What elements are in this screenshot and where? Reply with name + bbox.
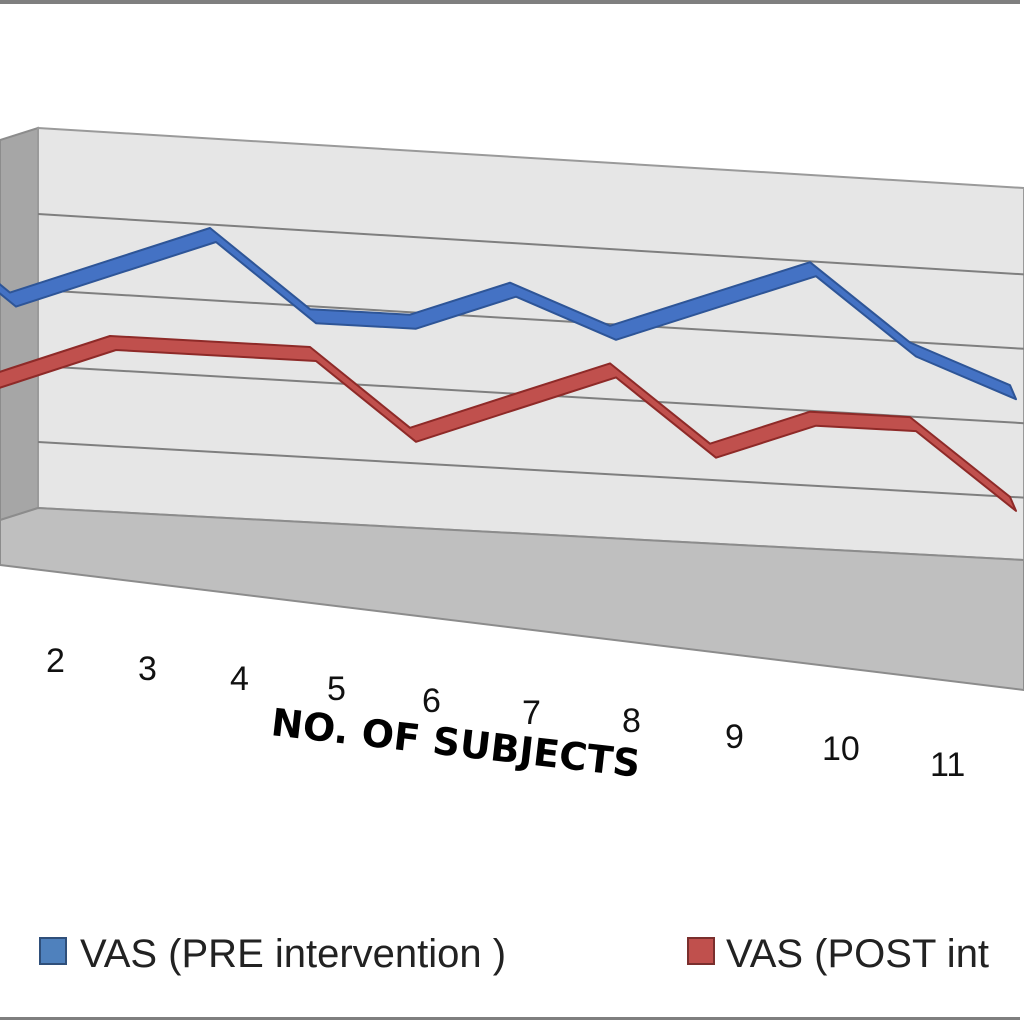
x-tick-label: 11 xyxy=(930,746,965,784)
x-tick-label: 5 xyxy=(327,670,346,708)
x-tick-label: 2 xyxy=(46,642,65,680)
floor xyxy=(0,506,1024,692)
x-tick-labels: 2 3 4 5 6 7 8 9 10 11 xyxy=(46,642,965,784)
x-tick-label: 10 xyxy=(822,730,860,768)
x-tick-label: 4 xyxy=(230,660,249,698)
gridline xyxy=(37,213,1024,276)
series-layer xyxy=(0,227,1017,512)
gridline xyxy=(37,441,1024,499)
series-line-post xyxy=(0,335,1017,512)
x-tick-label: 6 xyxy=(422,682,441,720)
legend-label-post: VAS (POST int xyxy=(726,932,989,976)
legend-swatch-pre xyxy=(39,937,67,965)
x-tick-label: 8 xyxy=(622,702,641,740)
x-tick-label: 7 xyxy=(522,694,541,732)
legend-swatch-post xyxy=(687,937,715,965)
gridline xyxy=(37,289,1024,350)
side-wall xyxy=(0,126,39,522)
series-line-pre xyxy=(0,227,1017,401)
x-tick-label: 3 xyxy=(138,650,157,688)
legend-label-pre: VAS (PRE intervention ) xyxy=(80,932,506,976)
back-wall xyxy=(37,126,1024,562)
x-tick-label: 9 xyxy=(725,718,744,756)
x-axis-title: NO. OF SUBJECTS xyxy=(269,700,642,786)
